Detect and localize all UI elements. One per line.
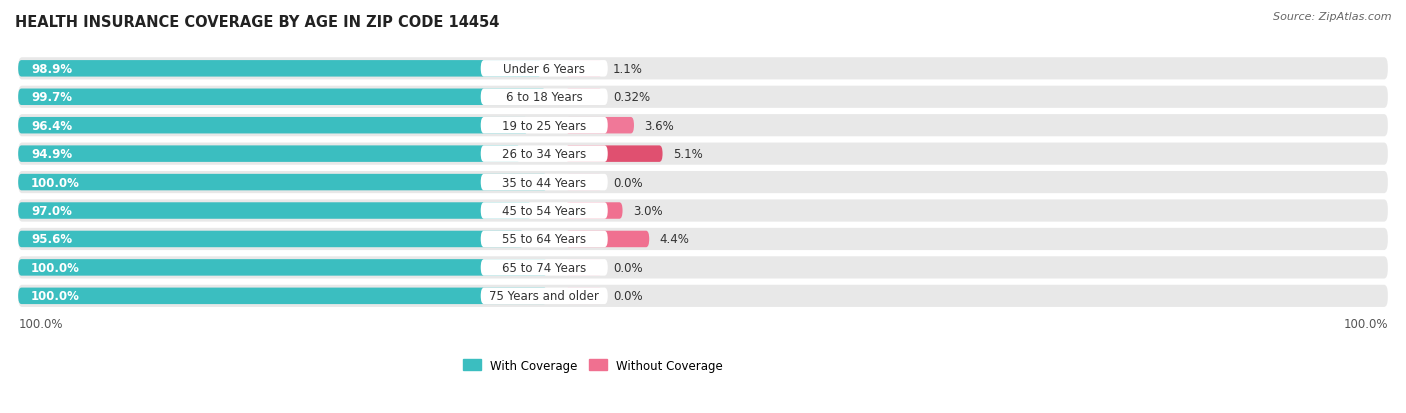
Text: 3.6%: 3.6%	[644, 119, 675, 133]
FancyBboxPatch shape	[565, 118, 634, 134]
FancyBboxPatch shape	[18, 89, 546, 106]
Text: 0.32%: 0.32%	[613, 91, 650, 104]
FancyBboxPatch shape	[565, 174, 602, 191]
FancyBboxPatch shape	[481, 89, 607, 106]
Text: 96.4%: 96.4%	[31, 119, 72, 133]
Text: 97.0%: 97.0%	[31, 204, 72, 218]
FancyBboxPatch shape	[565, 259, 602, 276]
Text: 100.0%: 100.0%	[1343, 318, 1388, 330]
FancyBboxPatch shape	[481, 231, 607, 248]
Text: 98.9%: 98.9%	[31, 63, 72, 76]
Text: 5.1%: 5.1%	[673, 148, 703, 161]
Text: 1.1%: 1.1%	[613, 63, 643, 76]
Text: 4.4%: 4.4%	[659, 233, 690, 246]
Text: 45 to 54 Years: 45 to 54 Years	[502, 204, 586, 218]
FancyBboxPatch shape	[565, 61, 602, 77]
Text: 0.0%: 0.0%	[613, 261, 643, 274]
Text: 95.6%: 95.6%	[31, 233, 72, 246]
FancyBboxPatch shape	[18, 61, 541, 77]
FancyBboxPatch shape	[565, 203, 623, 219]
FancyBboxPatch shape	[18, 259, 547, 276]
FancyBboxPatch shape	[18, 58, 1388, 80]
FancyBboxPatch shape	[18, 118, 529, 134]
FancyBboxPatch shape	[18, 285, 1388, 307]
FancyBboxPatch shape	[565, 231, 650, 248]
Text: 6 to 18 Years: 6 to 18 Years	[506, 91, 582, 104]
Text: 26 to 34 Years: 26 to 34 Years	[502, 148, 586, 161]
FancyBboxPatch shape	[18, 171, 1388, 194]
Text: HEALTH INSURANCE COVERAGE BY AGE IN ZIP CODE 14454: HEALTH INSURANCE COVERAGE BY AGE IN ZIP …	[15, 15, 499, 30]
FancyBboxPatch shape	[481, 61, 607, 77]
FancyBboxPatch shape	[18, 228, 1388, 250]
FancyBboxPatch shape	[18, 231, 524, 248]
Text: 75 Years and older: 75 Years and older	[489, 290, 599, 303]
FancyBboxPatch shape	[565, 89, 602, 106]
Text: 100.0%: 100.0%	[31, 290, 80, 303]
Legend: With Coverage, Without Coverage: With Coverage, Without Coverage	[458, 354, 728, 376]
Text: 99.7%: 99.7%	[31, 91, 72, 104]
Text: Under 6 Years: Under 6 Years	[503, 63, 585, 76]
FancyBboxPatch shape	[18, 174, 547, 191]
Text: 100.0%: 100.0%	[31, 176, 80, 189]
Text: 100.0%: 100.0%	[31, 261, 80, 274]
FancyBboxPatch shape	[481, 259, 607, 276]
FancyBboxPatch shape	[18, 143, 1388, 165]
FancyBboxPatch shape	[18, 257, 1388, 279]
FancyBboxPatch shape	[481, 288, 607, 304]
Text: 94.9%: 94.9%	[31, 148, 72, 161]
Text: 19 to 25 Years: 19 to 25 Years	[502, 119, 586, 133]
FancyBboxPatch shape	[18, 146, 520, 162]
FancyBboxPatch shape	[18, 203, 531, 219]
FancyBboxPatch shape	[481, 203, 607, 219]
Text: 35 to 44 Years: 35 to 44 Years	[502, 176, 586, 189]
Text: 3.0%: 3.0%	[633, 204, 662, 218]
Text: 55 to 64 Years: 55 to 64 Years	[502, 233, 586, 246]
FancyBboxPatch shape	[481, 118, 607, 134]
Text: Source: ZipAtlas.com: Source: ZipAtlas.com	[1274, 12, 1392, 22]
Text: 65 to 74 Years: 65 to 74 Years	[502, 261, 586, 274]
FancyBboxPatch shape	[18, 200, 1388, 222]
FancyBboxPatch shape	[565, 146, 662, 162]
FancyBboxPatch shape	[18, 86, 1388, 109]
Text: 0.0%: 0.0%	[613, 176, 643, 189]
FancyBboxPatch shape	[481, 146, 607, 162]
FancyBboxPatch shape	[18, 115, 1388, 137]
Text: 0.0%: 0.0%	[613, 290, 643, 303]
Text: 100.0%: 100.0%	[18, 318, 63, 330]
FancyBboxPatch shape	[565, 288, 602, 304]
FancyBboxPatch shape	[18, 288, 547, 304]
FancyBboxPatch shape	[481, 174, 607, 191]
